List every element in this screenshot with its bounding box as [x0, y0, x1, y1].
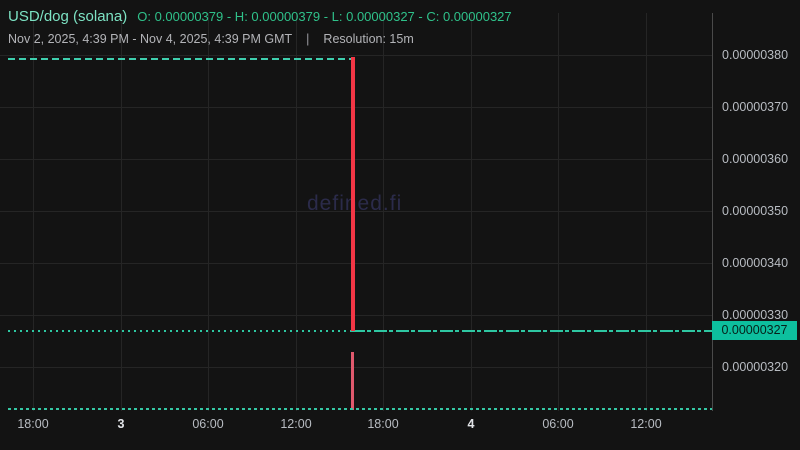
time-axis-tick-label: 06:00: [192, 417, 224, 431]
horizontal-gridline: [0, 107, 712, 108]
resolution-label: Resolution: 15m: [323, 32, 414, 46]
horizontal-gridline: [0, 263, 712, 264]
price-axis-tick-label: 0.00000350: [722, 204, 789, 218]
price-axis-tick-label: 0.00000370: [722, 100, 789, 114]
pair-title[interactable]: USD/dog (solana): [8, 8, 128, 25]
time-axis-tick-label: 18:00: [367, 417, 399, 431]
ohlc-readout: O: 0.00000379 - H: 0.00000379 - L: 0.000…: [137, 9, 512, 24]
price-axis-tick-label: 0.00000380: [722, 48, 789, 62]
price-axis-border: [712, 13, 713, 411]
header-line-2: Nov 2, 2025, 4:39 PM - Nov 4, 2025, 4:39…: [8, 32, 512, 46]
vertical-gridline: [646, 13, 647, 411]
price-series-flat-high-segment: [8, 58, 353, 60]
chart-header: USD/dog (solana) O: 0.00000379 - H: 0.00…: [8, 8, 512, 46]
time-axis-tick-label: 06:00: [542, 417, 574, 431]
vertical-gridline: [296, 13, 297, 411]
price-axis-tick-label: 0.00000320: [722, 360, 789, 374]
vertical-gridline: [121, 13, 122, 411]
price-axis-tick-label: 0.00000360: [722, 152, 789, 166]
horizontal-gridline: [0, 211, 712, 212]
vertical-gridline: [208, 13, 209, 411]
vertical-gridline: [558, 13, 559, 411]
price-axis-tick-label: 0.00000330: [722, 308, 789, 322]
current-price-value: 0.00000327: [721, 323, 788, 337]
header-line-1: USD/dog (solana) O: 0.00000379 - H: 0.00…: [8, 8, 512, 25]
date-range-label: Nov 2, 2025, 4:39 PM - Nov 4, 2025, 4:39…: [8, 32, 293, 46]
volume-spike-bar: [351, 352, 354, 410]
time-axis-tick-label: 12:00: [630, 417, 662, 431]
current-price-tag: 0.00000327: [712, 321, 797, 340]
vertical-gridline: [33, 13, 34, 411]
horizontal-gridline: [0, 315, 712, 316]
drop-candle: [351, 57, 355, 331]
price-series-flat-low-segment: [352, 330, 712, 332]
time-axis-day-label: 3: [117, 417, 125, 431]
current-price-line: [8, 330, 352, 332]
time-axis-tick-label: 12:00: [280, 417, 312, 431]
horizontal-gridline: [0, 55, 712, 56]
header-separator: |: [306, 32, 310, 46]
vertical-gridline: [471, 13, 472, 411]
horizontal-gridline: [0, 367, 712, 368]
horizontal-gridline: [0, 159, 712, 160]
time-axis-day-label: 4: [467, 417, 475, 431]
time-axis-tick-label: 18:00: [17, 417, 49, 431]
price-axis-tick-label: 0.00000340: [722, 256, 789, 270]
vertical-gridline: [383, 13, 384, 411]
volume-baseline-bars: [8, 408, 712, 410]
chart-plot-area[interactable]: defined.fi: [0, 0, 712, 411]
